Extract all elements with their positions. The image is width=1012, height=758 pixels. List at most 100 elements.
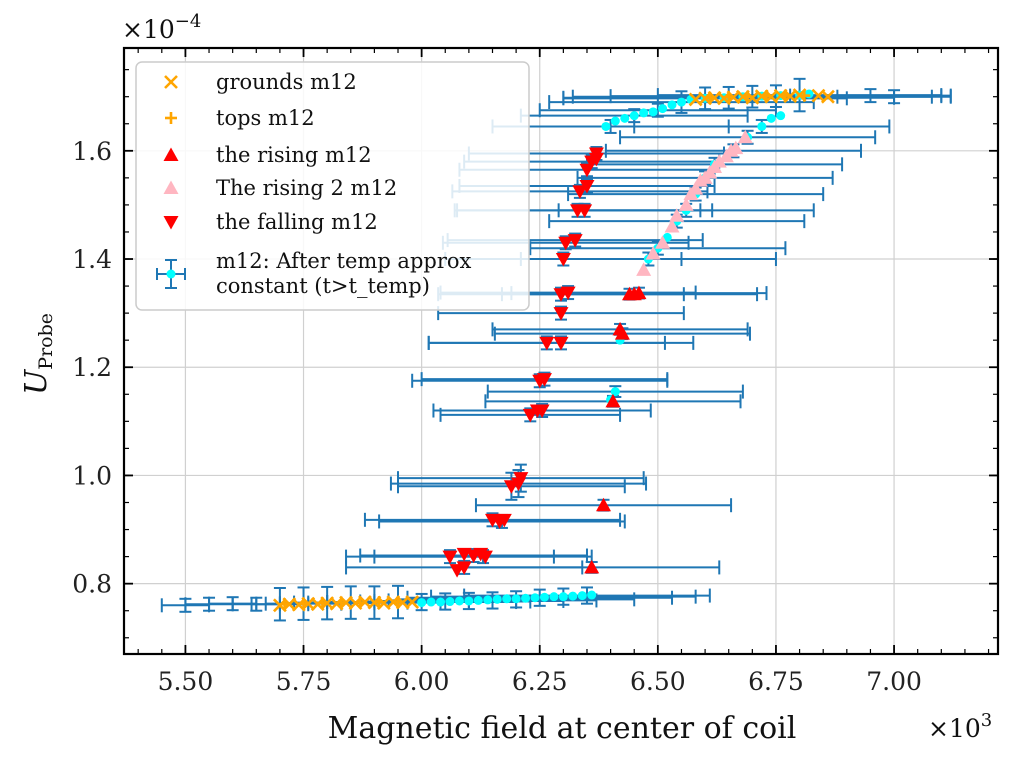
data-point bbox=[558, 592, 568, 602]
data-point bbox=[658, 104, 668, 114]
data-point bbox=[584, 559, 600, 574]
data-point bbox=[821, 89, 835, 104]
legend-box bbox=[135, 61, 530, 311]
legend-item: m12: After temp approx constant (t>t_tem… bbox=[156, 249, 472, 298]
data-point bbox=[335, 596, 348, 609]
error-bar bbox=[836, 89, 952, 105]
data-point bbox=[483, 595, 493, 605]
data-point bbox=[678, 197, 694, 211]
data-point bbox=[521, 593, 531, 603]
data-point bbox=[722, 91, 735, 104]
y-tick-label: 1.6 bbox=[72, 137, 112, 166]
data-point bbox=[492, 594, 502, 604]
y-multiplier: ×10−4 bbox=[122, 11, 201, 44]
data-point bbox=[711, 154, 727, 168]
x-tick-label: 6.75 bbox=[748, 667, 804, 696]
data-point bbox=[639, 108, 649, 118]
data-point bbox=[605, 393, 621, 408]
data-point bbox=[297, 597, 310, 610]
data-point bbox=[645, 246, 661, 260]
legend-label: the rising m12 bbox=[216, 143, 372, 167]
data-point bbox=[560, 286, 576, 301]
x-tick-label: 7.00 bbox=[866, 667, 922, 696]
data-point bbox=[473, 595, 483, 605]
x-tick-label: 6.00 bbox=[394, 667, 450, 696]
data-point bbox=[555, 253, 571, 267]
legend-label: the falling m12 bbox=[216, 210, 378, 234]
data-point bbox=[417, 598, 427, 608]
data-point bbox=[614, 326, 630, 340]
data-point bbox=[316, 597, 329, 610]
data-point bbox=[667, 100, 677, 110]
axis-ticks: 5.50 5.75 6.00 6.25 6.50 6.75 7.00 0.8 1.0 1.2 1.4… bbox=[72, 48, 998, 696]
x-axis-title: Magnetic field at center of coil bbox=[328, 711, 797, 746]
data-point bbox=[568, 591, 578, 601]
y-tick-label: 1.4 bbox=[72, 245, 112, 274]
data-point bbox=[456, 561, 472, 575]
data-point bbox=[798, 89, 811, 102]
x-tick-label: 6.50 bbox=[630, 667, 686, 696]
data-point bbox=[664, 219, 680, 233]
y-axis-title: UProbe bbox=[19, 313, 57, 395]
data-point bbox=[779, 89, 792, 102]
data-point bbox=[567, 234, 583, 248]
data-point bbox=[757, 121, 767, 131]
data-point bbox=[392, 596, 405, 609]
data-point bbox=[669, 208, 685, 222]
legend-item: tops m12 bbox=[165, 106, 315, 130]
data-point bbox=[502, 594, 512, 604]
data-point bbox=[676, 97, 686, 107]
data-markers bbox=[272, 88, 835, 613]
error-bar bbox=[538, 102, 777, 118]
legend-marker bbox=[163, 147, 179, 161]
data-point bbox=[373, 596, 386, 609]
data-point bbox=[354, 596, 367, 609]
data-point bbox=[534, 404, 550, 419]
data-point bbox=[703, 91, 716, 104]
data-point bbox=[760, 90, 773, 103]
data-point bbox=[688, 181, 704, 195]
legend-item: the falling m12 bbox=[163, 210, 378, 234]
data-point bbox=[464, 596, 474, 606]
data-point bbox=[648, 107, 658, 117]
data-point bbox=[596, 497, 612, 512]
data-point bbox=[442, 550, 458, 565]
legend-label-line2: constant (t>t_temp) bbox=[216, 274, 430, 298]
data-point bbox=[558, 236, 574, 251]
data-point bbox=[572, 185, 588, 199]
plot-frame bbox=[122, 46, 1000, 656]
legend-marker bbox=[163, 180, 179, 194]
data-point bbox=[728, 140, 744, 155]
data-point bbox=[655, 235, 671, 249]
data-point bbox=[454, 596, 464, 606]
legend-label: m12: After temp approx bbox=[216, 249, 472, 273]
data-point bbox=[522, 408, 538, 423]
x-tick-label: 5.75 bbox=[276, 667, 332, 696]
legend-label: tops m12 bbox=[216, 106, 315, 130]
legend-label: The rising 2 m12 bbox=[216, 176, 397, 200]
legend-marker bbox=[166, 269, 176, 279]
legend-item: The rising 2 m12 bbox=[163, 176, 397, 200]
series-1 bbox=[278, 89, 811, 611]
legend-marker bbox=[165, 112, 177, 124]
data-point bbox=[587, 590, 597, 600]
data-point bbox=[539, 336, 555, 351]
legend-label: grounds m12 bbox=[216, 70, 357, 94]
data-point bbox=[610, 116, 620, 126]
data-point bbox=[610, 387, 620, 397]
x-multiplier: ×103 bbox=[928, 710, 992, 743]
data-point bbox=[426, 597, 436, 607]
data-point bbox=[629, 111, 639, 121]
data-point bbox=[766, 113, 776, 123]
data-point bbox=[577, 591, 587, 601]
data-point bbox=[577, 204, 593, 218]
y-tick-label: 0.8 bbox=[72, 570, 112, 599]
data-point bbox=[737, 129, 753, 144]
y-tick-label: 1.2 bbox=[72, 353, 112, 382]
data-point bbox=[579, 179, 595, 194]
y-tick-label: 1.0 bbox=[72, 461, 112, 490]
legend-marker bbox=[164, 75, 178, 89]
series-3 bbox=[636, 129, 753, 276]
